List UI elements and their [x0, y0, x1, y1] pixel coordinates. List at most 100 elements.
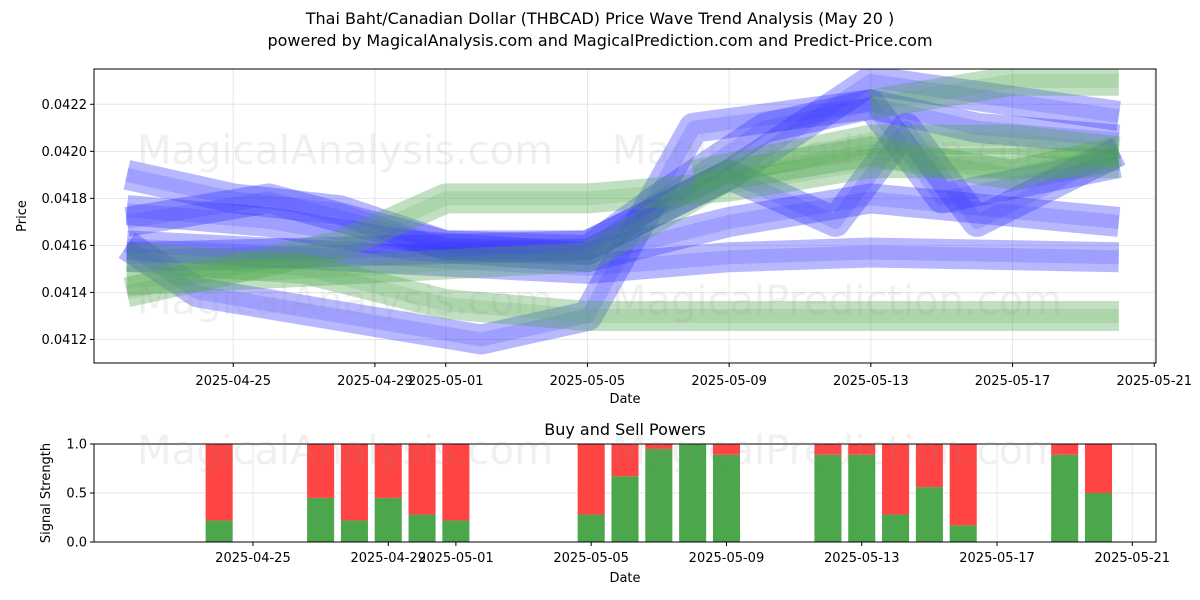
price-wave-line — [126, 73, 1120, 265]
price-wave-band — [125, 183, 1121, 273]
buy-bar — [915, 487, 943, 542]
buy-bar — [205, 520, 233, 542]
buy-bar — [882, 514, 910, 542]
watermarks: MagicalAnalysis.com MagicalPrediction.com… — [137, 128, 1062, 474]
price-y-tick-label: 0.0414 — [42, 286, 88, 301]
price-wave-line — [125, 120, 1122, 253]
signal-x-tick-label: 2025-05-05 — [553, 551, 629, 566]
price-wave-line — [869, 73, 1119, 112]
signal-chart-title: Buy and Sell Powers — [544, 420, 706, 439]
price-wave-band — [868, 69, 1119, 120]
sell-bar — [814, 444, 842, 455]
price-wave-band — [126, 69, 1121, 273]
price-wave-band — [124, 112, 1126, 261]
watermark-text: MagicalAnalysis.com — [137, 128, 553, 174]
price-plot-frame — [93, 68, 1157, 364]
buy-bar — [611, 476, 639, 542]
price-wave-line — [125, 97, 1120, 258]
sell-bar — [577, 444, 605, 515]
buy-bar — [442, 520, 470, 542]
sell-bar — [915, 444, 943, 488]
signal-x-tick-label: 2025-05-13 — [824, 551, 900, 566]
buy-bar — [577, 514, 605, 542]
sell-bar — [645, 444, 673, 449]
chart-title: Thai Baht/Canadian Dollar (THBCAD) Price… — [0, 8, 1200, 52]
price-wave-band — [118, 89, 1122, 355]
buy-bar — [814, 454, 842, 542]
watermark-text: MagicalAnalysis.com — [137, 278, 553, 324]
price-x-tick-label: 2025-05-01 — [408, 374, 484, 389]
price-y-tick-label: 0.0420 — [42, 145, 88, 160]
buy-bar — [645, 448, 673, 542]
price-y-tick-label: 0.0416 — [42, 239, 88, 254]
buy-bar — [307, 497, 335, 542]
signal-x-axis-label: Date — [609, 571, 640, 586]
buy-bar — [679, 444, 707, 542]
buy-bar — [712, 454, 740, 542]
price-x-tick-label: 2025-05-13 — [833, 374, 909, 389]
signal-x-tick-label: 2025-04-25 — [215, 551, 291, 566]
buy-bar — [340, 520, 368, 542]
buy-bar — [949, 525, 977, 542]
price-wave-line — [126, 191, 1120, 265]
price-y-tick-label: 0.0418 — [42, 192, 88, 207]
sell-bar — [949, 444, 977, 526]
sell-bar — [1084, 444, 1113, 493]
sell-bar — [205, 444, 233, 521]
title-line-1: Thai Baht/Canadian Dollar (THBCAD) Price… — [305, 9, 895, 28]
signal-x-tick-label: 2025-05-17 — [959, 551, 1035, 566]
price-wave-band — [690, 124, 1121, 190]
price-y-tick-label: 0.0422 — [42, 98, 88, 113]
price-wave-line — [126, 144, 1121, 288]
sell-bar — [307, 444, 335, 498]
sell-bar — [408, 444, 436, 515]
buy-bar — [408, 514, 436, 542]
title-line-2: powered by MagicalAnalysis.com and Magic… — [267, 31, 933, 50]
price-y-axis-label: Price — [15, 200, 30, 232]
watermark-text: MagicalPrediction.com — [612, 128, 1062, 174]
signal-x-tick-label: 2025-05-21 — [1095, 551, 1171, 566]
price-wave-band — [126, 136, 1123, 296]
price-wave-band — [125, 242, 1119, 331]
price-x-tick-label: 2025-04-29 — [337, 374, 413, 389]
sell-bar — [611, 444, 639, 477]
price-wave-line — [126, 250, 1119, 323]
sell-bar — [848, 444, 876, 455]
signal-y-tick-label: 1.0 — [66, 438, 87, 453]
buy-bar — [1084, 493, 1113, 542]
sell-bar — [340, 444, 368, 521]
signal-y-tick-label: 0.5 — [66, 487, 87, 502]
watermark-text: MagicalAnalysis.com — [137, 428, 553, 474]
price-wave-line — [692, 132, 1120, 182]
signal-bars — [205, 444, 1113, 542]
signal-x-tick-label: 2025-05-09 — [689, 551, 765, 566]
buy-bar — [848, 454, 876, 542]
price-x-tick-label: 2025-05-21 — [1116, 374, 1192, 389]
watermark-text: MagicalPrediction.com — [612, 428, 1062, 474]
signal-x-tick-label: 2025-04-29 — [350, 551, 426, 566]
sell-bar — [882, 444, 910, 515]
price-x-tick-label: 2025-04-25 — [195, 374, 271, 389]
signal-x-tick-label: 2025-05-01 — [418, 551, 494, 566]
signal-y-tick-label: 0.0 — [66, 536, 87, 551]
sell-bar — [712, 444, 740, 455]
price-grid — [94, 69, 1156, 363]
sell-bar — [1051, 444, 1079, 455]
price-x-axis-label: Date — [609, 392, 640, 407]
price-wave-line — [123, 97, 1121, 347]
buy-bar — [374, 497, 402, 542]
price-wave-band — [126, 230, 1120, 284]
watermark-text: MagicalPrediction.com — [612, 278, 1062, 324]
price-wave-band — [123, 89, 1121, 266]
sell-bar — [374, 444, 402, 498]
price-wave-series — [118, 69, 1126, 355]
price-x-tick-label: 2025-05-17 — [975, 374, 1051, 389]
price-wave-band — [123, 148, 1119, 308]
price-wave-line — [125, 156, 1119, 300]
sell-bar — [442, 444, 470, 521]
buy-bar — [1051, 454, 1079, 542]
price-x-tick-label: 2025-05-05 — [550, 374, 626, 389]
